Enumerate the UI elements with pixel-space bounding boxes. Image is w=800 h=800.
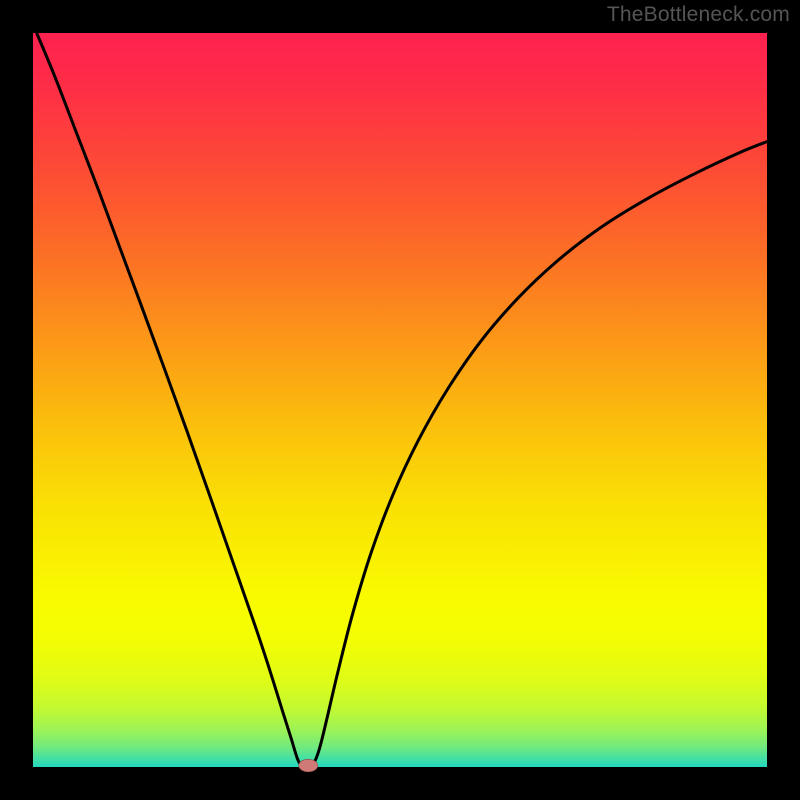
bottleneck-chart <box>0 0 800 800</box>
watermark-text: TheBottleneck.com <box>607 3 790 27</box>
min-marker <box>299 759 318 771</box>
chart-container: TheBottleneck.com <box>0 0 800 800</box>
plot-background <box>33 33 767 767</box>
